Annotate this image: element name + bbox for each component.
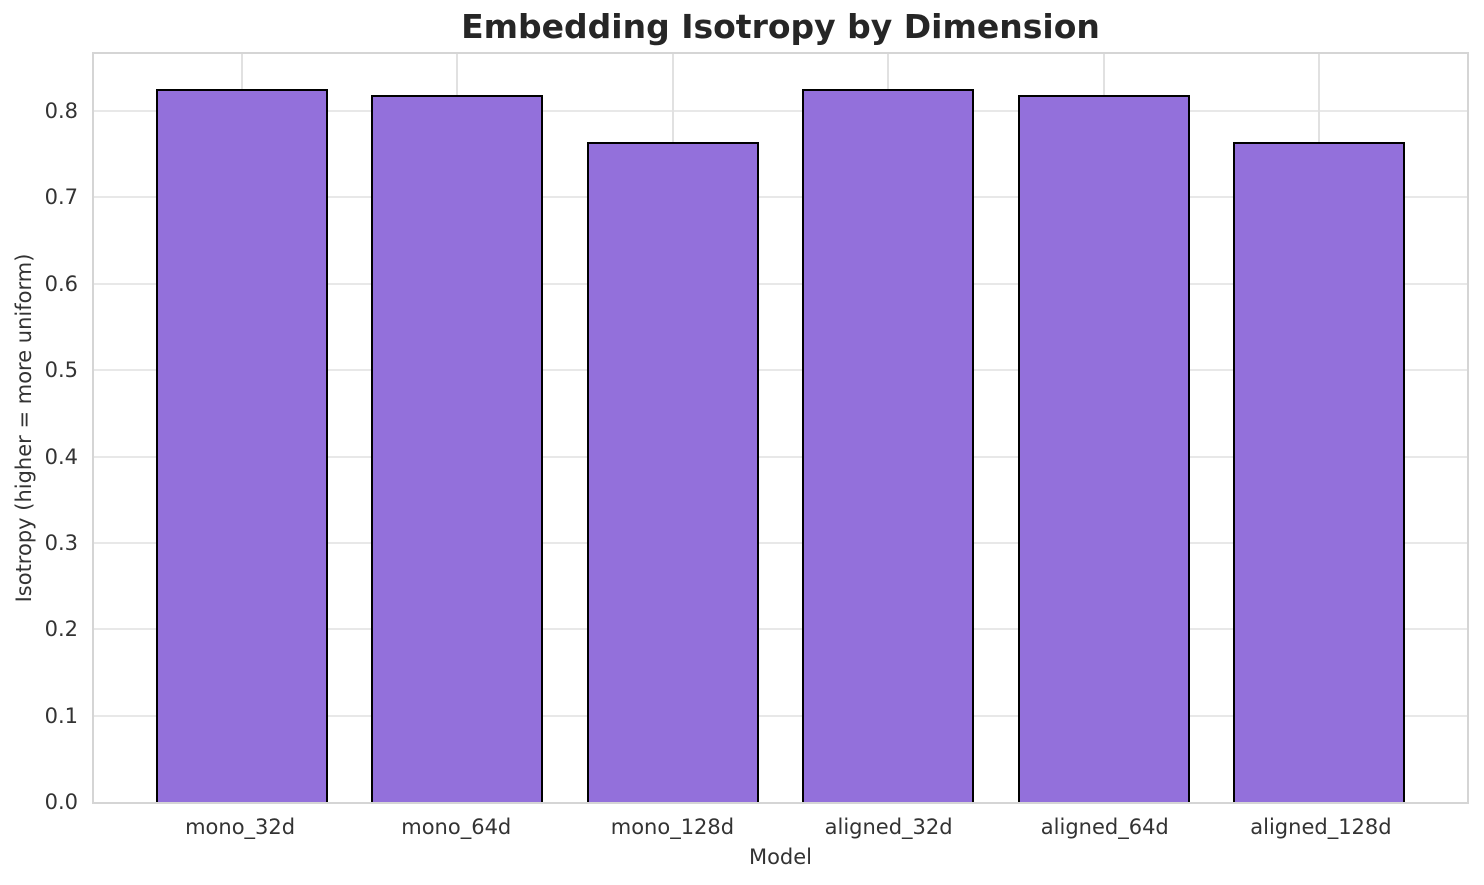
y-tick-label: 0.2 — [44, 617, 78, 642]
bars-row — [94, 54, 1467, 802]
bar-mono_128d — [586, 142, 759, 802]
plot-area — [92, 52, 1469, 804]
y-tick-label: 0.8 — [44, 99, 78, 123]
gridline-horizontal — [94, 110, 1467, 113]
y-tick-label: 0.6 — [44, 271, 78, 296]
y-tick-label: 0.0 — [44, 790, 78, 814]
gridline-horizontal — [94, 714, 1467, 717]
bar-aligned_128d — [1233, 142, 1406, 802]
gridline-horizontal — [94, 196, 1467, 199]
y-tick-label: 0.4 — [44, 444, 78, 469]
gridline-horizontal — [94, 282, 1467, 285]
chart-title: Embedding Isotropy by Dimension — [461, 7, 1100, 46]
x-tick-label: mono_32d — [185, 815, 296, 839]
x-axis-ticks: mono_32d mono_64d mono_128d aligned_32d alig… — [92, 814, 1469, 840]
gridline-horizontal — [94, 628, 1467, 631]
x-tick-label: aligned_128d — [1250, 815, 1392, 839]
bar-aligned_64d — [1017, 95, 1190, 802]
x-axis-label: Model — [748, 845, 813, 869]
y-tick-label: 0.3 — [44, 530, 78, 555]
bar-slot — [1212, 54, 1428, 802]
bar-slot — [350, 54, 566, 802]
bar-slot — [781, 54, 997, 802]
bar-slot — [565, 54, 781, 802]
x-tick-label: mono_64d — [401, 815, 512, 839]
bar-slot — [134, 54, 350, 802]
x-tick-label: aligned_64d — [1040, 815, 1169, 839]
y-axis-label: Isotropy (higher = more uniform) — [12, 253, 36, 603]
x-tick-label: aligned_32d — [824, 815, 953, 839]
y-tick-label: 0.7 — [44, 185, 78, 210]
y-tick-label: 0.1 — [44, 703, 78, 728]
x-tick-label: mono_128d — [610, 815, 735, 839]
bar-mono_64d — [371, 95, 544, 802]
gridline-horizontal — [94, 369, 1467, 372]
bar-mono_32d — [155, 89, 328, 802]
y-tick-label: 0.5 — [44, 358, 78, 383]
bar-aligned_32d — [802, 89, 975, 802]
gridline-horizontal — [94, 455, 1467, 458]
bar-slot — [996, 54, 1212, 802]
gridline-horizontal — [94, 541, 1467, 544]
